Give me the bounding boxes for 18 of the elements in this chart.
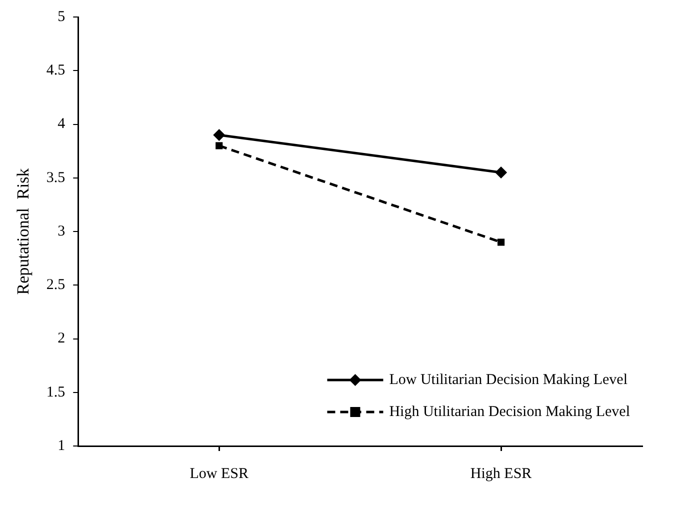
y-tick-label: 1 xyxy=(58,438,66,454)
point xyxy=(213,128,226,141)
y-tick-label: 3 xyxy=(58,223,66,240)
x-tick-label: High ESR xyxy=(470,466,532,482)
y-tick-label: 4.5 xyxy=(46,62,66,79)
legend-label: High Utilitarian Decision Making Level xyxy=(389,404,630,420)
point xyxy=(216,142,223,150)
legend-label: Low Utilitarian Decision Making Level xyxy=(389,372,628,388)
x-tick-label: Low ESR xyxy=(190,466,248,482)
y-tick-label: 2.5 xyxy=(46,277,66,294)
y-tick-label: 5 xyxy=(58,8,66,25)
y-tick-label: 2 xyxy=(58,330,66,347)
point xyxy=(498,238,505,246)
y-axis-title: Reputational Risk xyxy=(14,168,33,295)
point xyxy=(495,166,508,179)
y-tick-label: 4 xyxy=(58,116,66,132)
y-tick-label: 3.5 xyxy=(46,170,66,186)
y-tick-label: 1.5 xyxy=(46,384,66,400)
